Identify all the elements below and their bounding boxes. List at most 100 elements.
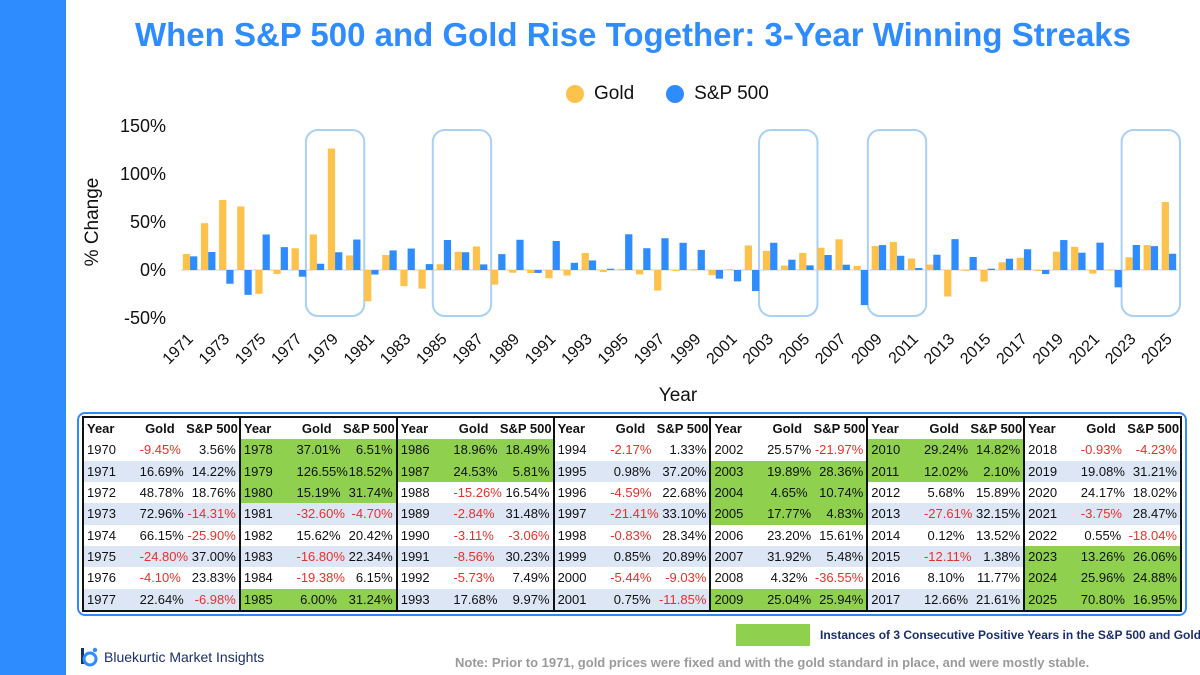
sp500-bar [534,270,542,273]
table-row: 2013 -27.61% 32.15% [868,503,1024,525]
x-tick-label: 1997 [631,331,668,368]
table-cell-year: 1971 [87,463,116,479]
table-cell-sp: 32.15% [976,506,1021,522]
table-cell-year: 1974 [87,527,116,543]
table-row: 1996 -4.59% 22.68% [555,482,710,503]
x-tick-label: 1991 [522,331,559,368]
table-row: 1995 0.98% 37.20% [554,460,710,482]
table-header-cell: Gold [145,421,175,437]
table-cell-gold: 8.10% [927,570,965,586]
table-cell-year: 1998 [557,527,587,543]
table-header-cell: S&P 500 [499,421,552,437]
table-row: 2006 23.20% 15.61% [711,525,866,546]
table-row: 1988 -15.26% 16.54% [398,482,553,503]
table-cell-year: 1993 [400,591,430,607]
table-cell-year: 1999 [557,549,587,565]
table-cell-sp: 15.89% [976,485,1021,501]
sp500-bar [1096,242,1104,270]
table-header-row: Year Gold S&P 500 [397,418,553,440]
table-cell-year: 1970 [87,442,116,458]
sp500-bar [208,251,216,270]
table-row: 2008 4.32% -36.55% [711,567,866,588]
sp500-bar [842,264,850,270]
table-cell-year: 2014 [871,527,901,543]
sp500-bar [606,268,615,270]
table-header-cell: Year [871,421,899,437]
gold-bar [309,234,317,270]
table-cell-sp: 10.74% [819,485,864,501]
sp500-bar [190,256,198,270]
gold-bar [418,270,426,289]
table-cell-sp: 16.95% [1132,591,1177,607]
table-cell-gold: 17.68% [453,591,498,607]
table-row: 2001 0.75% -11.85% [554,588,710,610]
sp500-bar [389,250,397,270]
table-cell-sp: 16.54% [505,485,550,501]
table-cell-gold: 48.78% [139,485,184,501]
table-cell-sp: -36.55% [814,570,864,586]
table-cell-gold: -5.73% [453,570,495,586]
x-tick-label: 2009 [849,331,886,368]
table-cell-year: 1996 [557,485,587,501]
table-cell-sp: 22.34% [348,549,393,565]
x-tick-label: 2019 [1030,331,1067,368]
legend-swatch-gold [566,85,584,103]
table-row: 1999 0.85% 20.89% [554,545,710,568]
legend-item-sp500: S&P 500 [666,83,769,105]
x-axis-title: Year [659,385,698,406]
table-row: 1981 -32.60% -4.70% [240,503,396,525]
table-cell-gold: 0.55% [1084,527,1122,543]
table-header-cell: Year [87,421,115,437]
sp500-bar [516,239,524,270]
sp500-bar [643,248,651,270]
table-header-cell: Gold [615,421,646,437]
sp500-bar [860,270,869,306]
gold-bar [345,255,354,270]
table-column-group: Year Gold S&P 500 1994 -2.17% 1.33% 1995 0.98% 3… [554,418,712,610]
table-header-cell: Year [400,421,429,437]
sp500-bar [679,242,687,270]
table-row: 2012 5.68% 15.89% [868,482,1023,503]
table-row: 2019 19.08% 31.21% [1025,460,1181,482]
table-header-cell: Year [243,421,272,437]
sp500-bar [480,264,488,270]
gold-bar [200,223,209,270]
gold-bar [364,270,372,302]
table-cell-year: 2016 [871,570,901,586]
table-cell-gold: -19.38% [296,570,345,586]
table-cell-year: 2008 [714,570,744,586]
table-cell-year: 1973 [87,506,116,522]
y-axis-title: % Change [82,178,103,267]
gold-bar [1071,246,1079,270]
table-row: 1989 -2.84% 31.48% [397,503,553,525]
gold-bar [182,253,191,270]
table-cell-year: 1987 [400,463,430,479]
sp500-bar [788,259,796,270]
table-cell-gold: -32.60% [296,506,345,522]
gold-bar [617,269,626,271]
table-row: 1991 -8.56% 30.23% [397,545,553,568]
table-cell-gold: -2.84% [453,506,495,522]
y-tick-label: 0% [140,260,166,280]
table-row: 1975 -24.80% 37.00% [84,545,239,568]
sp500-bar [897,255,905,270]
table-cell-year: 2013 [871,506,901,522]
table-row: 1990 -3.11% -3.06% [398,525,553,546]
table-cell-year: 2019 [1028,463,1058,479]
table-cell-sp: -21.97% [814,442,864,458]
x-tick-label: 1971 [160,331,197,368]
sp500-bar [1132,244,1140,270]
table-cell-year: 1992 [400,570,430,586]
table-cell-gold: 12.66% [923,591,969,607]
sp500-bar [1114,270,1122,288]
table-cell-gold: 23.20% [767,527,812,543]
gold-bar [1107,269,1115,271]
returns-table-frame: Year Gold S&P 500 1970 -9.45% 3.56% 1971 16.69%… [77,412,1187,616]
table-cell-gold: 17.77% [767,506,812,522]
table-cell-sp: 37.20% [662,463,707,479]
table-cell-gold: 19.08% [1080,463,1125,479]
gold-bar [599,270,607,273]
chart-legend: Gold S&P 500 [566,82,791,106]
sp500-bar [1042,270,1050,275]
table-cell-sp: -3.06% [508,527,550,543]
